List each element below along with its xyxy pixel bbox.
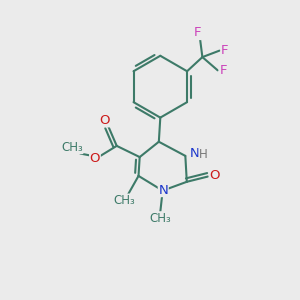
Text: CH₃: CH₃ xyxy=(149,212,171,225)
Text: CH₃: CH₃ xyxy=(114,194,136,207)
Text: F: F xyxy=(221,44,229,57)
Text: O: O xyxy=(209,169,220,182)
Text: O: O xyxy=(90,152,100,165)
Text: F: F xyxy=(194,26,201,40)
Text: H: H xyxy=(199,148,208,160)
Text: O: O xyxy=(100,114,110,127)
Text: F: F xyxy=(219,64,227,77)
Text: N: N xyxy=(189,147,199,160)
Text: N: N xyxy=(158,184,168,196)
Text: CH₃: CH₃ xyxy=(61,141,83,154)
